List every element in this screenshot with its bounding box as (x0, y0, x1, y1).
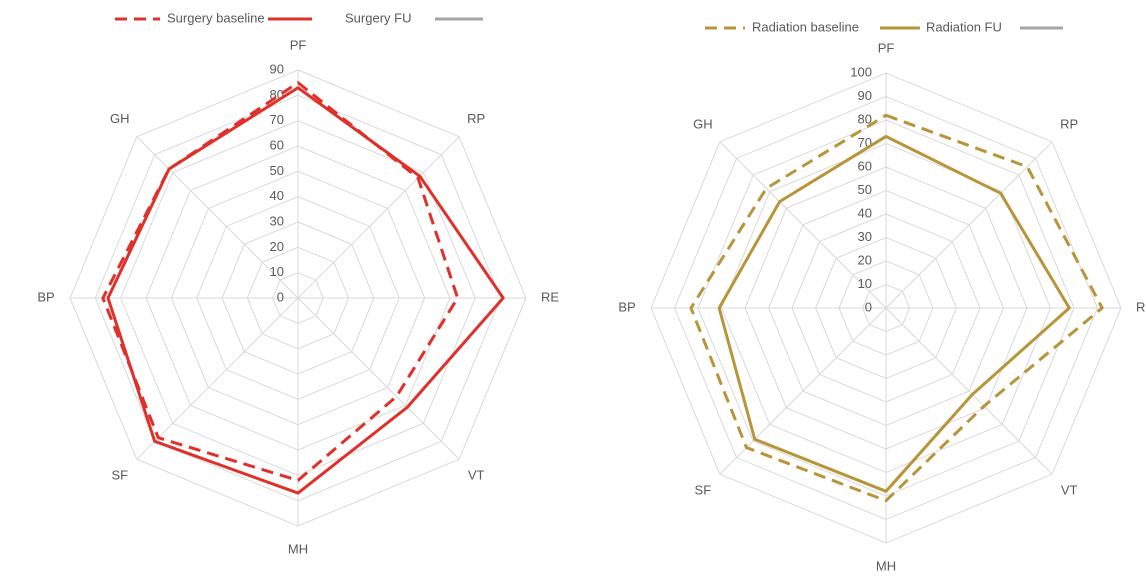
legend-label: Radiation baseline (752, 19, 859, 34)
r-tick-label: 40 (270, 188, 284, 203)
category-label: MH (876, 558, 896, 573)
r-tick-label: 0 (277, 289, 284, 304)
category-label: PF (290, 37, 307, 52)
r-tick-label: 0 (865, 299, 872, 314)
category-label: BP (37, 289, 54, 304)
r-tick-label: 90 (270, 61, 284, 76)
spoke (297, 136, 460, 299)
legend-label: Surgery FU (345, 10, 411, 25)
r-tick-label: 80 (858, 111, 872, 126)
category-label: VT (468, 468, 485, 483)
category-label: PF (878, 40, 895, 55)
series-line (689, 113, 1104, 503)
category-label: VT (1061, 483, 1078, 498)
category-label: SF (695, 483, 712, 498)
spoke (136, 136, 299, 299)
category-label: RE (541, 289, 559, 304)
category-label: RP (1060, 116, 1078, 131)
spoke (719, 141, 887, 309)
r-tick-label: 70 (270, 112, 284, 127)
category-label: GH (110, 111, 130, 126)
spoke (297, 297, 460, 460)
spoke (136, 297, 299, 460)
r-tick-label: 40 (858, 205, 872, 220)
r-tick-label: 10 (270, 264, 284, 279)
category-label: SF (111, 468, 128, 483)
spoke (885, 141, 1053, 309)
series-line (717, 134, 1071, 493)
r-tick-label: 30 (270, 213, 284, 228)
r-tick-label: 30 (858, 229, 872, 244)
r-tick-label: 20 (270, 239, 284, 254)
r-tick-label: 50 (858, 182, 872, 197)
category-label: GH (693, 116, 713, 131)
category-label: MH (288, 541, 308, 556)
r-tick-label: 60 (858, 158, 872, 173)
r-tick-label: 20 (858, 252, 872, 267)
r-tick-label: 90 (858, 88, 872, 103)
series-line (101, 81, 460, 482)
r-tick-label: 60 (270, 137, 284, 152)
category-label: RP (467, 111, 485, 126)
spoke (719, 307, 887, 475)
r-tick-label: 100 (850, 64, 872, 79)
r-tick-label: 10 (858, 276, 872, 291)
series-line (106, 86, 505, 495)
spoke (885, 307, 1053, 475)
r-tick-label: 50 (270, 163, 284, 178)
category-label: RE (1136, 299, 1146, 314)
category-label: BP (618, 299, 635, 314)
legend-label: Surgery baseline (167, 10, 265, 25)
legend-label: Radiation FU (926, 19, 1002, 34)
